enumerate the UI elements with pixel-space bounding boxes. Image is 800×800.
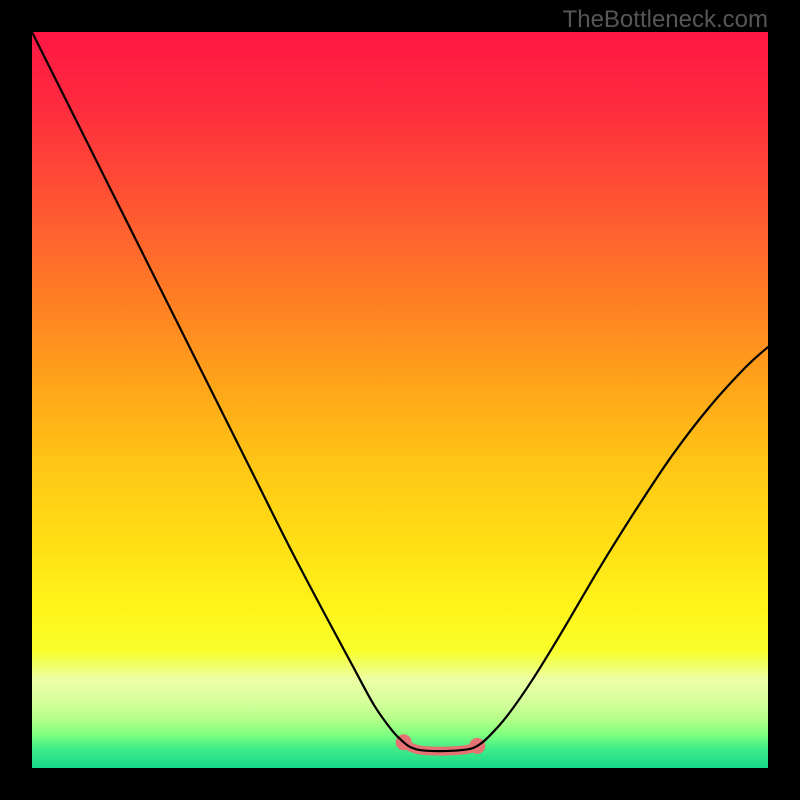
curve-svg [32, 32, 768, 768]
plot-area [32, 32, 768, 768]
main-curve [32, 32, 768, 751]
chart-frame: TheBottleneck.com [0, 0, 800, 800]
watermark-text: TheBottleneck.com [563, 6, 768, 34]
